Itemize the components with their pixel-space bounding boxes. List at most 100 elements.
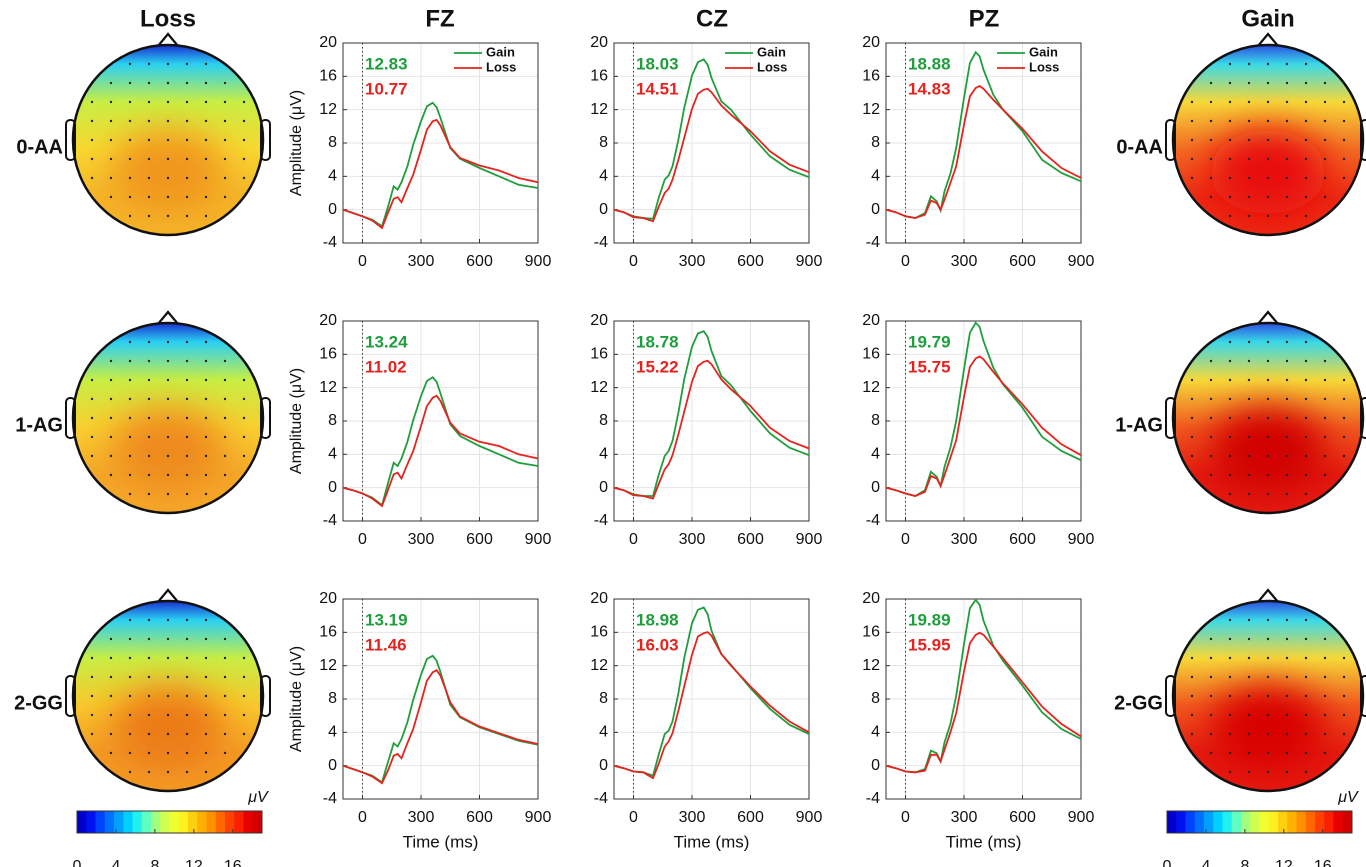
peak-label: 14.51	[636, 79, 679, 98]
electrode	[128, 119, 132, 123]
peak-label: 12.83	[365, 54, 408, 73]
electrode	[1247, 157, 1251, 161]
column-title: Gain	[1241, 5, 1294, 32]
x-tick-label: 600	[466, 809, 493, 826]
axes-box	[613, 598, 810, 800]
electrode	[166, 492, 170, 496]
color-step	[1296, 811, 1307, 833]
electrode	[1323, 473, 1327, 477]
electrode	[1247, 416, 1251, 420]
y-tick-label: 4	[599, 724, 608, 741]
x-tick-label: 300	[679, 253, 706, 270]
color-step	[197, 811, 207, 833]
electrode	[1323, 100, 1327, 104]
erp-line	[613, 359, 810, 500]
y-tick-label: 20	[862, 34, 880, 51]
electrode	[147, 100, 151, 104]
electrode	[204, 618, 208, 622]
electrode	[1209, 195, 1213, 199]
electrode	[147, 454, 151, 458]
x-tick-label: 600	[737, 253, 764, 270]
electrode	[1304, 119, 1308, 123]
electrode	[109, 637, 113, 641]
electrode	[166, 416, 170, 420]
electrode	[1266, 100, 1270, 104]
electrode	[166, 732, 170, 736]
y-tick-label: 0	[599, 757, 608, 774]
electrode	[223, 397, 227, 401]
electrode	[1285, 618, 1289, 622]
electrode	[1266, 176, 1270, 180]
electrode	[1285, 62, 1289, 66]
erp-line	[613, 87, 810, 223]
y-tick-label: -4	[866, 234, 880, 251]
electrode	[147, 435, 151, 439]
y-axis-label: Amplitude (μV)	[288, 90, 305, 196]
electrode	[147, 618, 151, 622]
electrode	[1285, 397, 1289, 401]
head-outline	[71, 321, 265, 515]
electrode	[1190, 713, 1194, 717]
color-step	[1213, 811, 1223, 833]
electrode	[185, 694, 189, 698]
scalp-peak	[1210, 686, 1326, 770]
electrode	[1209, 713, 1213, 717]
electrode	[185, 492, 189, 496]
x-tick-label: 900	[525, 809, 552, 826]
x-tick-label: 600	[737, 531, 764, 548]
electrode	[1247, 492, 1251, 496]
electrode	[109, 416, 113, 420]
electrode	[1304, 694, 1308, 698]
electrode	[1285, 751, 1289, 755]
erp-line	[342, 118, 539, 230]
electrode	[1342, 694, 1346, 698]
electrode	[1323, 435, 1327, 439]
electrode	[223, 100, 227, 104]
electrode	[1285, 694, 1289, 698]
topomap	[73, 323, 263, 513]
electrode	[1209, 637, 1213, 641]
color-step	[1231, 811, 1242, 833]
electrode	[109, 694, 113, 698]
electrode	[1342, 100, 1346, 104]
color-step	[252, 811, 263, 833]
electrode	[1209, 751, 1213, 755]
electrode	[1266, 359, 1270, 363]
electrode	[204, 138, 208, 142]
y-tick-label: 8	[871, 690, 880, 707]
electrode	[109, 138, 113, 142]
electrode	[204, 770, 208, 774]
scalp-peak	[1210, 130, 1326, 214]
color-step	[1305, 811, 1316, 833]
electrode	[128, 397, 132, 401]
electrode	[1209, 81, 1213, 85]
x-tick-label: 900	[1068, 809, 1095, 826]
electrode	[1266, 119, 1270, 123]
color-step	[1222, 811, 1233, 833]
electrode	[204, 176, 208, 180]
electrode	[1228, 195, 1232, 199]
electrode	[185, 675, 189, 679]
peak-label: 18.88	[908, 54, 951, 73]
x-tick-label: 900	[796, 253, 823, 270]
electrode	[1247, 119, 1251, 123]
electrode	[1323, 416, 1327, 420]
x-tick-label: 300	[951, 253, 978, 270]
color-step	[188, 811, 198, 833]
electrode	[128, 694, 132, 698]
electrode	[1209, 435, 1213, 439]
peak-label: 18.03	[636, 54, 679, 73]
electrode	[1190, 100, 1194, 104]
y-tick-label: 0	[871, 201, 880, 218]
electrode	[147, 119, 151, 123]
y-tick-label: 16	[862, 68, 880, 85]
electrode	[147, 214, 151, 218]
electrode	[1285, 492, 1289, 496]
electrode	[128, 656, 132, 660]
topomap	[73, 45, 263, 235]
electrode	[1304, 100, 1308, 104]
electrode	[166, 359, 170, 363]
electrode	[1190, 138, 1194, 142]
electrode	[185, 416, 189, 420]
electrode	[128, 454, 132, 458]
